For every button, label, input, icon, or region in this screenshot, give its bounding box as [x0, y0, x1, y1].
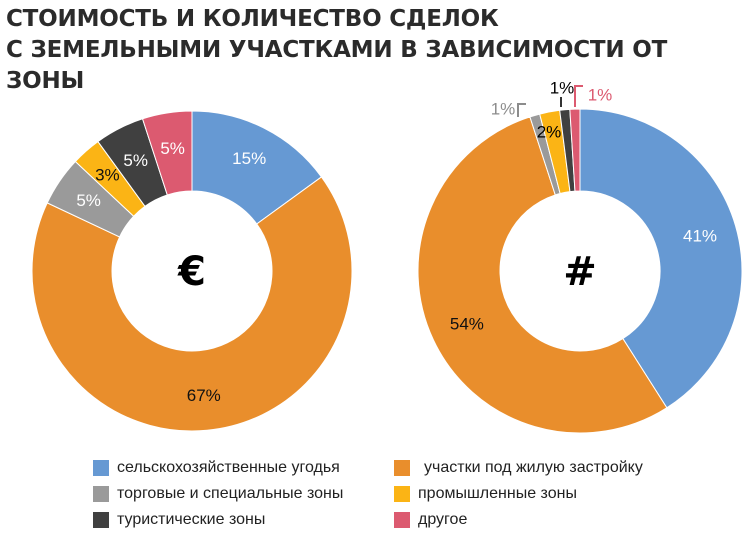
data-label: 41%: [683, 227, 717, 246]
donut-slice: [141, 110, 193, 196]
legend-item: другое: [394, 509, 467, 531]
legend-label: туристические зоны: [117, 511, 266, 528]
legend-swatch: [93, 460, 109, 476]
legend-item: сельскохозяйственные угодья: [93, 457, 340, 479]
legend-swatch: [93, 486, 109, 502]
legend-label: сельскохозяйственные угодья: [117, 459, 340, 476]
leader-line: [574, 85, 583, 107]
data-label: 1%: [491, 100, 516, 119]
data-label: 5%: [123, 151, 148, 170]
legend-label: промышленные зоны: [418, 485, 577, 502]
legend-label: торговые и специальные зоны: [117, 485, 344, 502]
legend-swatch: [394, 512, 410, 528]
data-label: 3%: [95, 165, 120, 184]
data-label: 1%: [550, 79, 575, 98]
chart-title-line-1: СТОИМОСТЬ И КОЛИЧЕСТВО СДЕЛОК: [6, 6, 499, 32]
data-label: 54%: [450, 315, 484, 334]
legend-label: участки под жилую застройку: [424, 459, 643, 476]
legend-label: другое: [418, 511, 468, 528]
legend-item: туристические зоны: [93, 509, 265, 531]
donut-slice: [31, 176, 353, 432]
data-label: 2%: [537, 123, 562, 142]
donut-slice: [579, 108, 743, 409]
legend-swatch: [394, 486, 410, 502]
legend-item: промышленные зоны: [394, 483, 577, 505]
chart-title-line-2: С ЗЕМЕЛЬНЫМИ УЧАСТКАМИ В ЗАВИСИМОСТИ ОТ …: [6, 37, 668, 94]
donut-slice: [417, 116, 668, 434]
chart-title: СТОИМОСТЬ И КОЛИЧЕСТВО СДЕЛОК С ЗЕМЕЛЬНЫ…: [6, 4, 751, 97]
data-label: 15%: [232, 149, 266, 168]
data-label: 5%: [76, 191, 101, 210]
legend-swatch: [93, 512, 109, 528]
legend-item: торговые и специальные зоны: [93, 483, 343, 505]
donut-chart-count: 41% 54% 1% 2% 1% 1% #: [417, 79, 743, 434]
donut-chart-value: 15%67%5%3%5%5%€: [31, 110, 353, 432]
data-label: 67%: [187, 386, 221, 405]
center-label: #: [563, 249, 597, 295]
leader-line: [517, 103, 526, 117]
donut-slice: [569, 108, 581, 192]
center-label: €: [177, 249, 206, 295]
legend-swatch: [394, 460, 410, 476]
data-label: 1%: [588, 86, 613, 105]
legend-item: участки под жилую застройку: [394, 457, 643, 479]
data-label: 5%: [160, 139, 185, 158]
